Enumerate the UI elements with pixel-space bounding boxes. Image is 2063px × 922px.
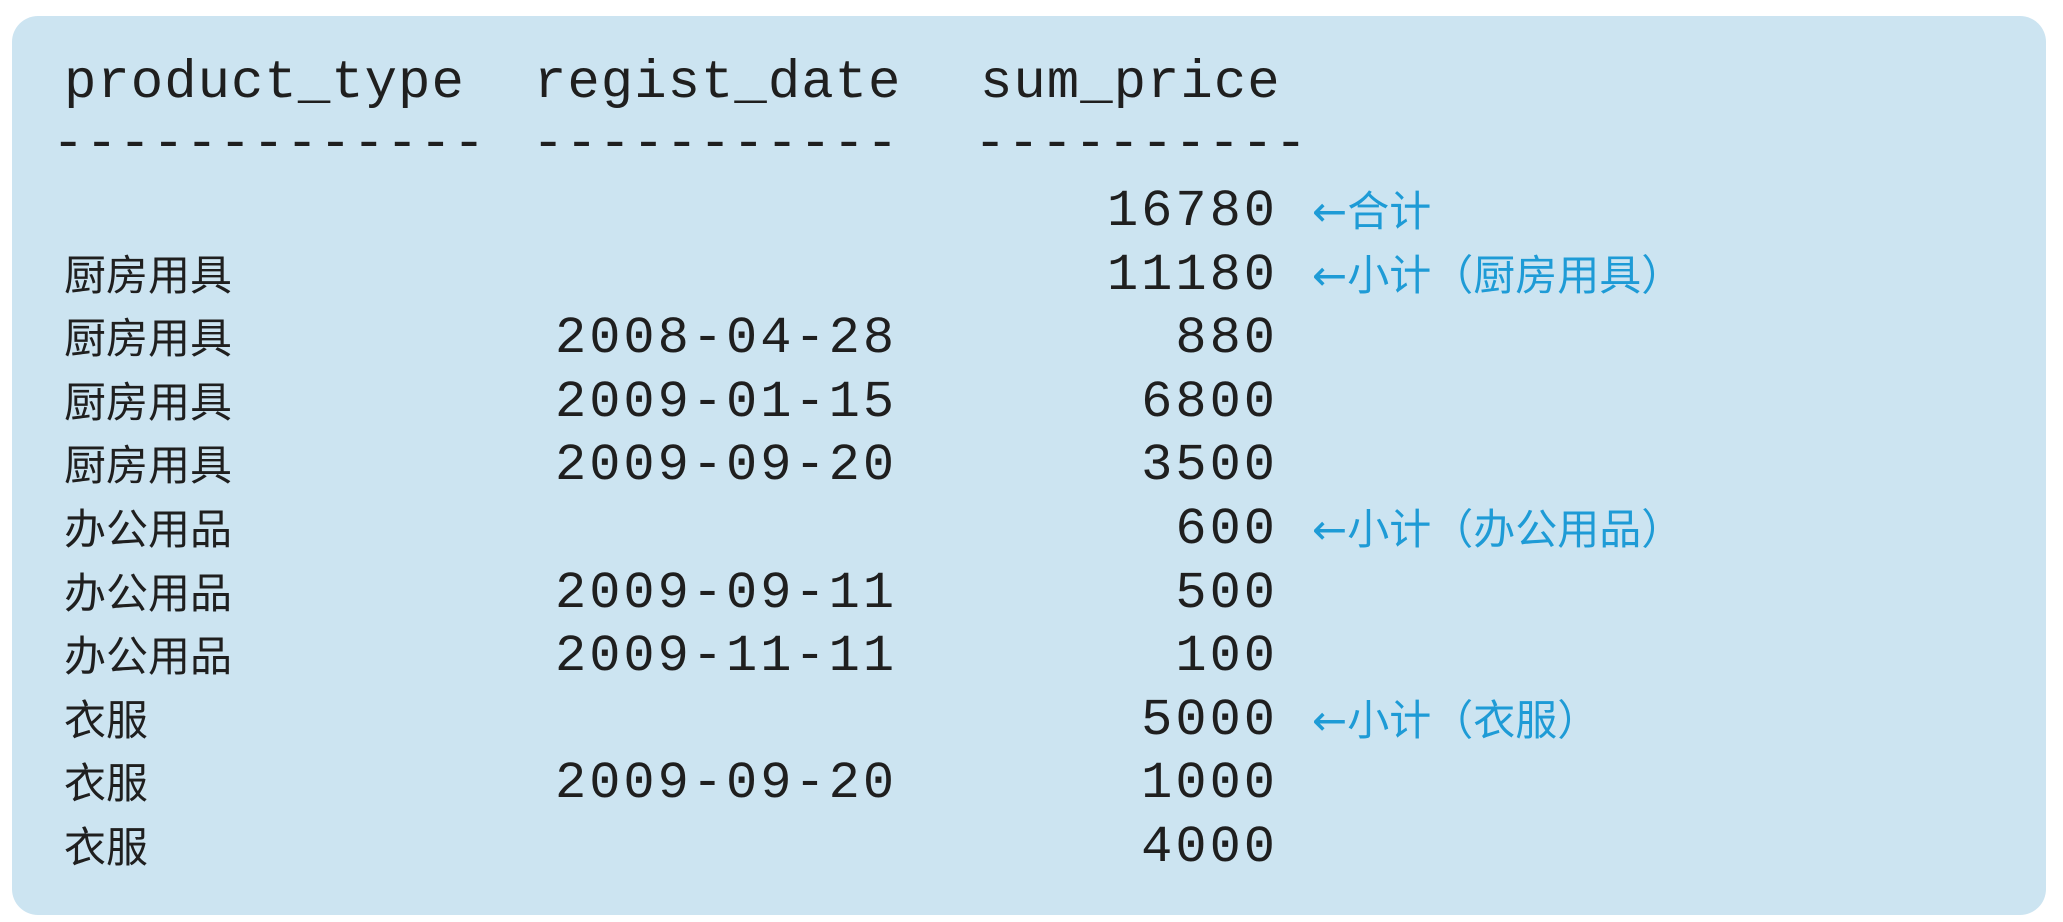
separator-sum-price: ---------- (974, 114, 1309, 175)
result-panel (12, 16, 2046, 915)
cell-product-type: 办公用品 (64, 568, 233, 618)
cell-regist-date: 2009-01-15 (555, 372, 898, 432)
row-annotation: ←小计（厨房用具） (1312, 250, 1684, 300)
cell-sum-price: 4000 (1141, 818, 1278, 877)
cell-regist-date: 2008-04-28 (555, 309, 898, 369)
cell-product-type: 衣服 (64, 695, 149, 745)
cell-product-type: 厨房用具 (64, 441, 233, 491)
separator-regist-date: ----------- (532, 114, 900, 175)
cell-sum-price: 6800 (1141, 372, 1278, 432)
cell-product-type: 衣服 (64, 759, 149, 809)
cell-product-type: 厨房用具 (64, 377, 233, 427)
cell-sum-price: 100 (1175, 627, 1278, 687)
cell-regist-date: 2009-09-11 (555, 563, 898, 623)
cell-product-type: 办公用品 (64, 505, 233, 554)
cell-regist-date: 2009-11-11 (555, 627, 898, 687)
separator-product-type: ------------- (52, 114, 487, 175)
header-sum-price: sum_price (980, 53, 1281, 114)
header-regist-date: regist_date (534, 53, 902, 114)
cell-sum-price: 16780 (1106, 182, 1278, 241)
cell-sum-price: 5000 (1141, 690, 1278, 750)
cell-product-type: 厨房用具 (64, 314, 233, 364)
cell-sum-price: 1000 (1141, 754, 1278, 814)
cell-sum-price: 3500 (1141, 436, 1278, 496)
header-product-type: product_type (64, 53, 465, 114)
row-annotation: ←小计（办公用品） (1312, 505, 1684, 554)
cell-regist-date: 2009-09-20 (555, 754, 898, 814)
cell-sum-price: 880 (1175, 309, 1278, 369)
cell-sum-price: 600 (1175, 500, 1278, 559)
cell-product-type: 办公用品 (64, 632, 233, 682)
row-annotation: ←合计 (1312, 187, 1432, 236)
cell-sum-price: 500 (1175, 563, 1278, 623)
cell-sum-price: 11180 (1106, 245, 1278, 305)
cell-product-type: 厨房用具 (64, 250, 233, 300)
cell-product-type: 衣服 (64, 823, 149, 872)
row-annotation: ←小计（衣服） (1312, 695, 1600, 745)
cell-regist-date: 2009-09-20 (555, 436, 898, 496)
